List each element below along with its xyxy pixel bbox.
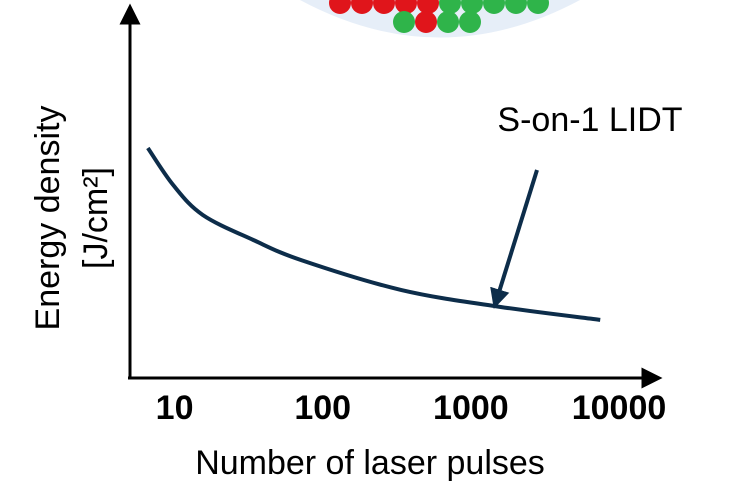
x-tick-label: 1000 <box>433 389 509 427</box>
data-line <box>146 146 601 322</box>
annotation: S-on-1 LIDT <box>497 101 682 139</box>
annotation-arrow <box>490 169 539 309</box>
x-tick-label: 10 <box>156 389 194 427</box>
y-axis-label: Energy density <box>29 106 67 331</box>
x-tick-label: 10000 <box>572 389 667 427</box>
x-tick-label: 100 <box>294 389 351 427</box>
sample-illustration <box>300 0 580 38</box>
y-axis-label: [J/cm²] <box>77 167 115 269</box>
x-axis-label: Number of laser pulses <box>195 444 545 482</box>
